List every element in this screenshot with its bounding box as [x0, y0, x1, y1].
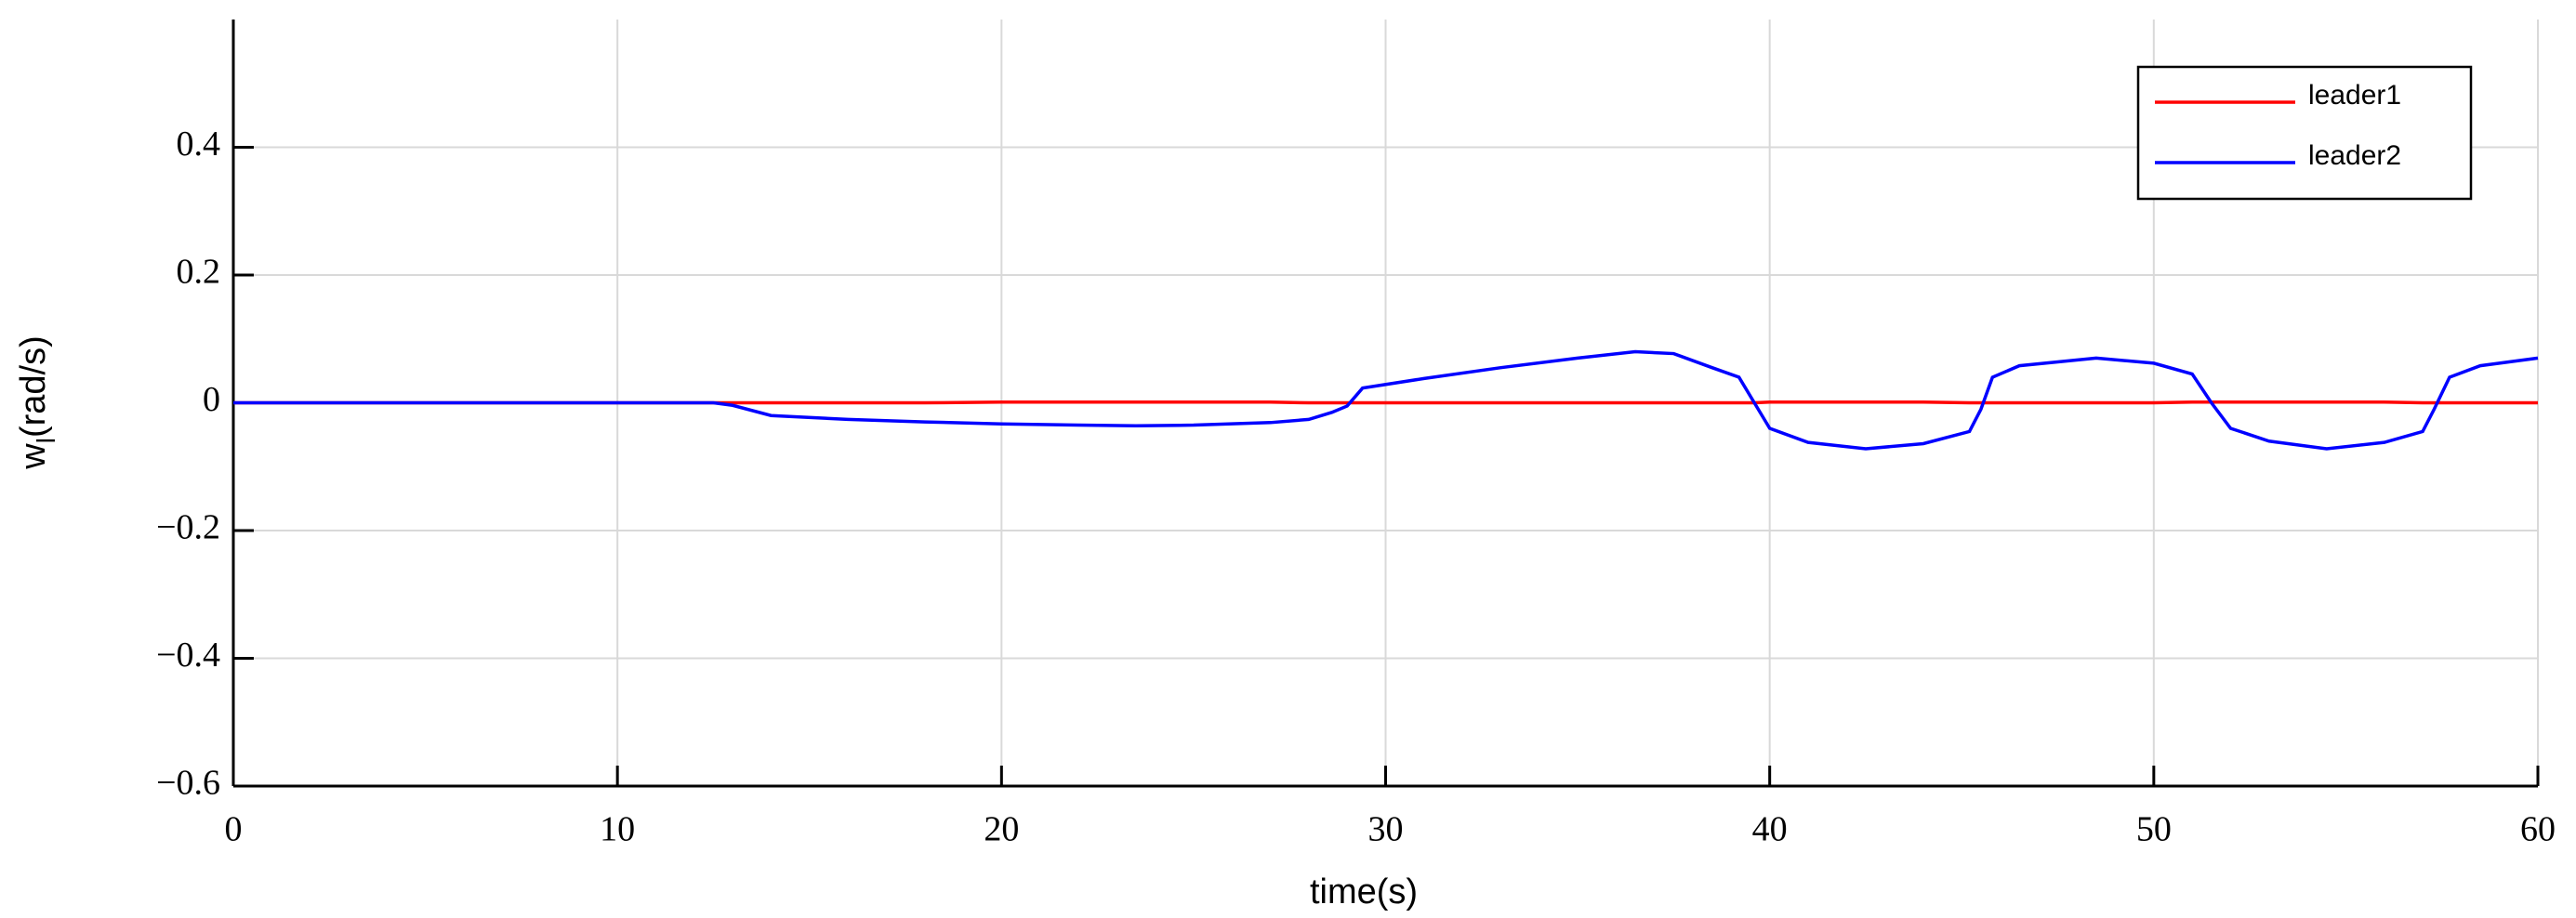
x-tick-label: 40: [1752, 810, 1788, 849]
series-line: [233, 400, 2538, 405]
legend-label: leader1: [2308, 80, 2401, 111]
y-tick-label: −0.4: [156, 636, 220, 675]
y-tick-label: 0.2: [177, 253, 221, 292]
x-tick-label: 60: [2520, 810, 2556, 849]
x-tick-label: 30: [1368, 810, 1404, 849]
x-tick-label: 0: [225, 810, 243, 849]
y-axis-label: wl(rad/s): [14, 335, 60, 469]
y-tick-label: 0.4: [177, 125, 221, 164]
x-axis-label: time(s): [1310, 872, 1418, 911]
y-label-rest: (rad/s): [14, 335, 53, 438]
legend-label: leader2: [2308, 140, 2401, 171]
x-tick-label: 20: [984, 810, 1019, 849]
y-tick-label: 0: [203, 380, 220, 419]
y-tick-label: −0.2: [156, 508, 220, 547]
series-line: [233, 349, 2539, 451]
x-tick-label: 10: [600, 810, 635, 849]
y-label-base: w: [14, 443, 53, 470]
x-tick-label: 50: [2136, 810, 2172, 849]
y-tick-label: −0.6: [156, 764, 220, 803]
legend-box: [2136, 65, 2473, 201]
y-label-subscript: l: [32, 438, 60, 443]
